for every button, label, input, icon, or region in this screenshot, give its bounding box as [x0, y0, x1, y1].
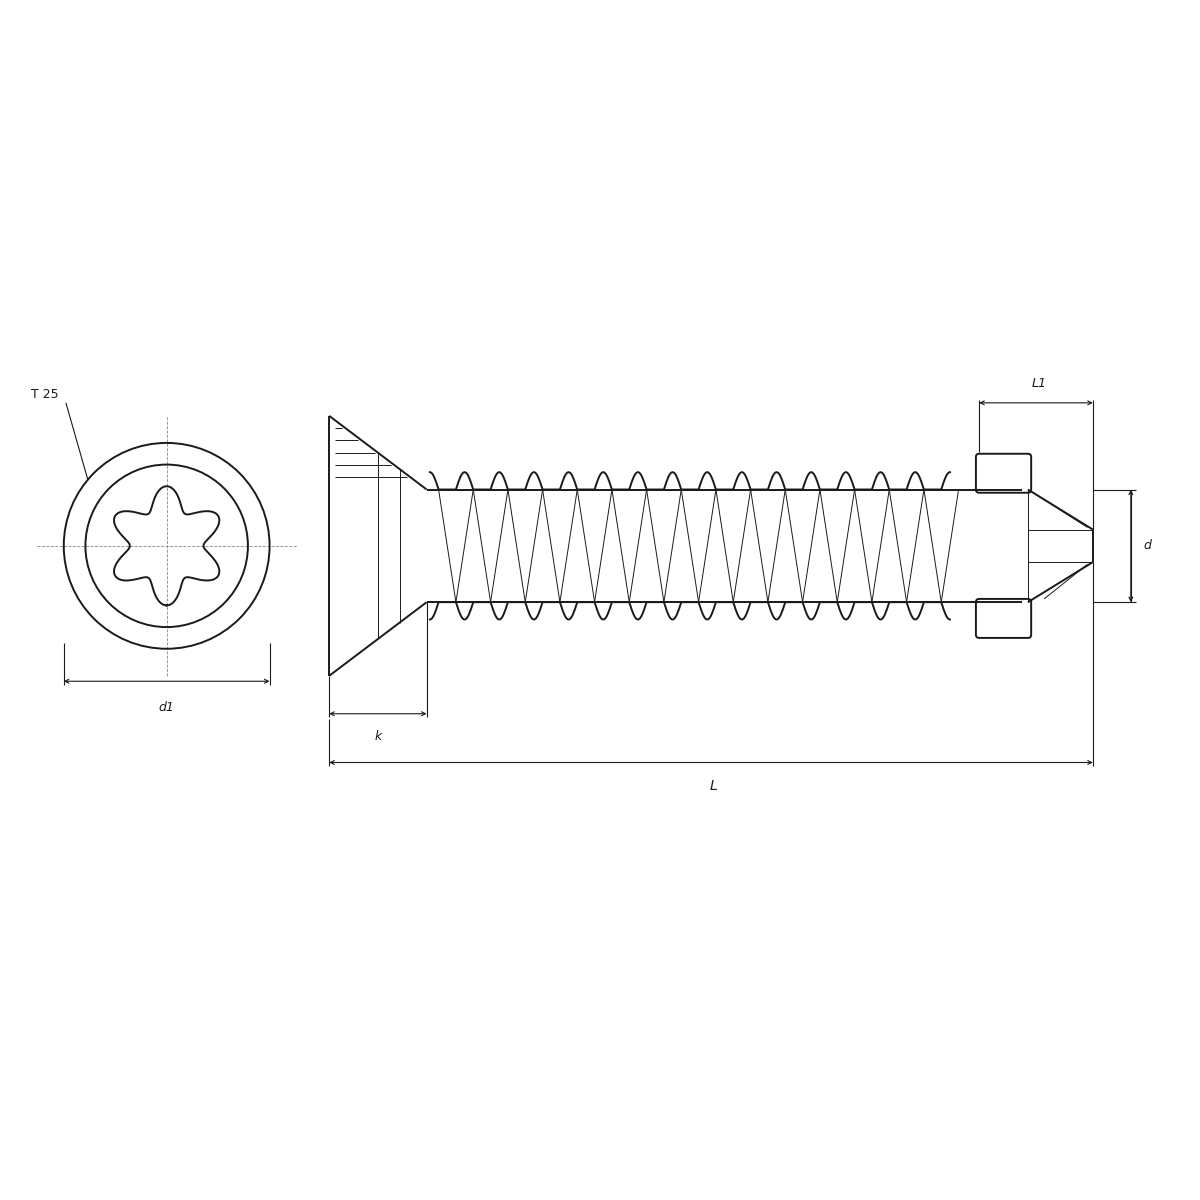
Text: L: L	[710, 779, 718, 793]
Text: k: k	[374, 730, 382, 743]
Text: d: d	[1144, 539, 1152, 552]
Text: T 25: T 25	[31, 388, 59, 401]
Text: L1: L1	[1031, 377, 1046, 390]
Text: d1: d1	[158, 701, 175, 714]
